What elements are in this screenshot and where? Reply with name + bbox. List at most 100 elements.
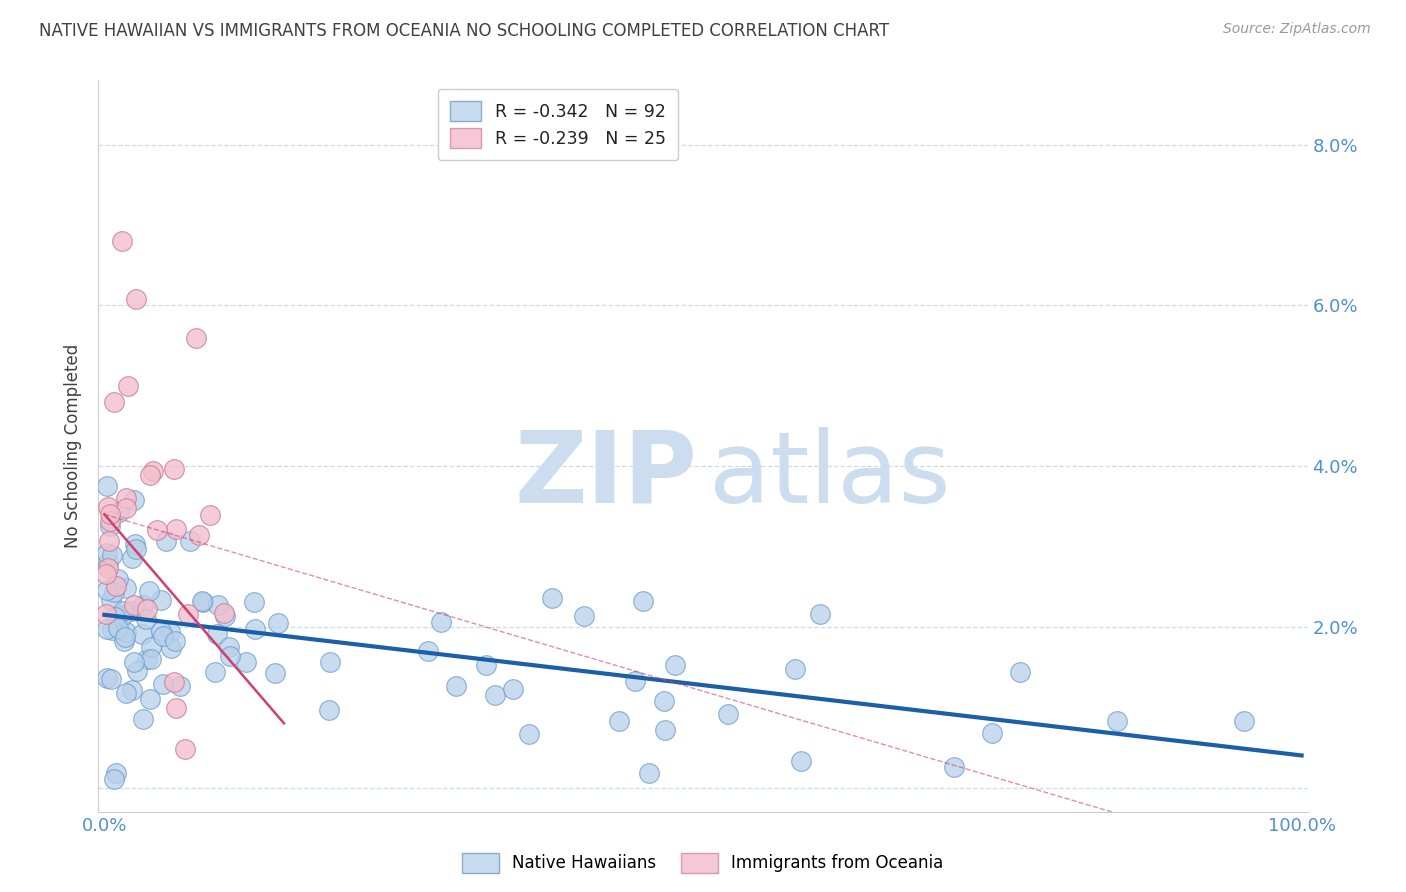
Point <box>124 655 146 669</box>
Point <box>120 604 142 618</box>
Text: Source: ZipAtlas.com: Source: ZipAtlas.com <box>1223 22 1371 37</box>
Point <box>243 595 266 609</box>
Point <box>146 523 169 537</box>
Point <box>115 581 138 595</box>
Point <box>444 679 467 693</box>
Point <box>159 641 181 656</box>
Point <box>100 593 122 607</box>
Point <box>633 593 655 607</box>
Point <box>174 741 197 756</box>
Point <box>191 595 214 609</box>
Point <box>94 566 117 581</box>
Point <box>100 672 122 686</box>
Point <box>107 621 129 635</box>
Legend: R = -0.342   N = 92, R = -0.239   N = 25: R = -0.342 N = 92, R = -0.239 N = 25 <box>437 89 678 161</box>
Point <box>135 611 157 625</box>
Point <box>97 557 120 571</box>
Legend: Native Hawaiians, Immigrants from Oceania: Native Hawaiians, Immigrants from Oceani… <box>456 847 950 880</box>
Point <box>155 533 177 548</box>
Point <box>218 640 240 654</box>
Point <box>267 615 290 630</box>
Point <box>184 331 207 345</box>
Point <box>139 468 162 483</box>
Point <box>484 688 506 702</box>
Point <box>115 491 138 506</box>
Y-axis label: No Schooling Completed: No Schooling Completed <box>65 344 83 548</box>
Point <box>623 674 645 689</box>
Point <box>115 624 138 639</box>
Point <box>318 655 340 669</box>
Point <box>607 714 630 728</box>
Point <box>243 622 266 636</box>
Point <box>131 626 153 640</box>
Point <box>114 630 136 644</box>
Point <box>124 542 146 557</box>
Point <box>125 665 148 679</box>
Point <box>107 505 129 519</box>
Text: NATIVE HAWAIIAN VS IMMIGRANTS FROM OCEANIA NO SCHOOLING COMPLETED CORRELATION CH: NATIVE HAWAIIAN VS IMMIGRANTS FROM OCEAN… <box>39 22 890 40</box>
Point <box>111 604 134 618</box>
Point <box>318 704 340 718</box>
Point <box>159 625 181 640</box>
Point <box>96 582 118 597</box>
Point <box>1008 665 1031 679</box>
Point <box>429 615 451 629</box>
Point <box>163 674 186 689</box>
Point <box>121 683 143 698</box>
Point <box>122 492 145 507</box>
Point <box>717 707 740 722</box>
Point <box>103 772 125 786</box>
Point <box>163 634 186 648</box>
Point <box>98 534 121 549</box>
Point <box>1107 714 1129 729</box>
Point <box>149 624 172 639</box>
Point <box>98 518 121 533</box>
Point <box>136 602 159 616</box>
Point <box>638 765 661 780</box>
Point <box>808 607 831 621</box>
Point <box>114 686 136 700</box>
Point <box>218 648 240 663</box>
Point <box>204 665 226 679</box>
Point <box>112 633 135 648</box>
Point <box>103 394 125 409</box>
Point <box>100 508 122 522</box>
Point <box>122 599 145 613</box>
Point <box>96 671 118 685</box>
Point <box>169 679 191 693</box>
Point <box>942 760 965 774</box>
Point <box>110 609 132 624</box>
Point <box>179 534 201 549</box>
Point <box>136 652 159 666</box>
Point <box>235 655 257 669</box>
Point <box>177 607 200 622</box>
Point <box>652 693 675 707</box>
Point <box>188 528 211 542</box>
Point <box>416 644 439 658</box>
Point <box>132 598 155 612</box>
Point <box>101 624 124 638</box>
Point <box>142 465 165 479</box>
Point <box>96 479 118 493</box>
Point <box>981 726 1004 740</box>
Point <box>96 622 118 636</box>
Point <box>163 462 186 476</box>
Point <box>121 551 143 566</box>
Point <box>541 591 564 606</box>
Point <box>139 651 162 665</box>
Point <box>115 501 138 516</box>
Point <box>149 593 172 607</box>
Point <box>191 594 214 608</box>
Point <box>104 579 127 593</box>
Point <box>166 522 188 536</box>
Point <box>207 598 229 612</box>
Text: atlas: atlas <box>709 426 950 524</box>
Point <box>101 548 124 562</box>
Point <box>165 701 187 715</box>
Text: ZIP: ZIP <box>515 426 697 524</box>
Point <box>212 606 235 620</box>
Point <box>104 610 127 624</box>
Point <box>152 628 174 642</box>
Point <box>97 561 120 575</box>
Point <box>475 658 498 673</box>
